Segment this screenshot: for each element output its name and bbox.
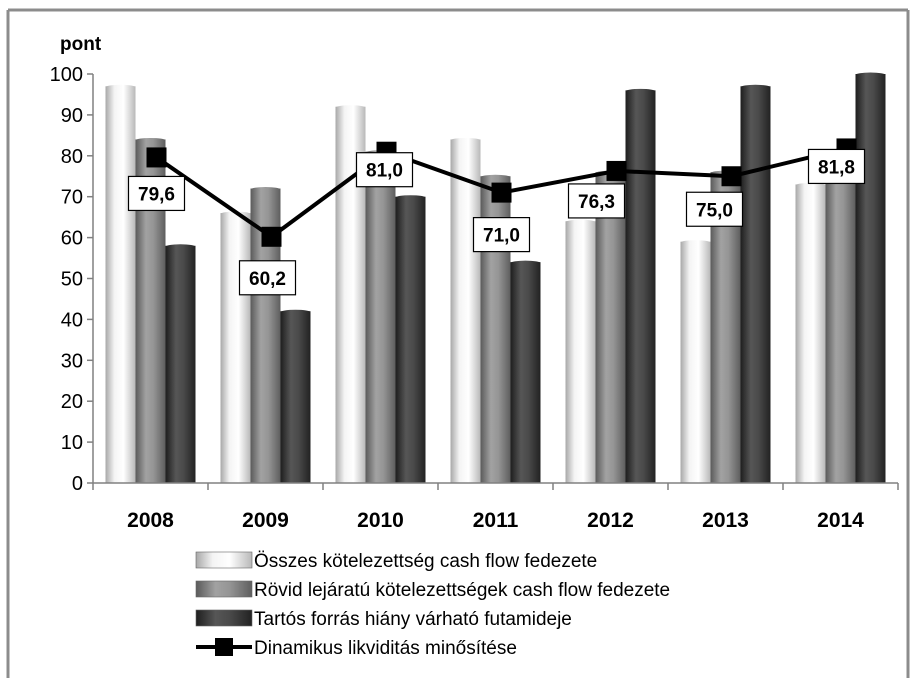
line-point <box>146 147 167 168</box>
data-label-box <box>472 217 531 253</box>
bar-cap <box>480 174 511 180</box>
bar-cap <box>855 72 886 78</box>
bar <box>855 74 886 483</box>
bar <box>740 86 771 484</box>
bar <box>595 172 626 483</box>
data-label: 79,6 <box>138 184 175 205</box>
x-tick-label: 2012 <box>587 509 634 532</box>
data-label-box <box>238 260 297 296</box>
data-label-box <box>567 183 626 219</box>
data-label: 76,3 <box>578 192 615 213</box>
bar-cap <box>680 240 711 246</box>
bar <box>365 151 396 483</box>
bar <box>565 221 596 484</box>
x-tick-label: 2011 <box>473 509 519 532</box>
data-label-box <box>807 148 866 185</box>
data-label-box <box>355 152 414 188</box>
bar-cap <box>250 187 281 193</box>
legend-label: Tartós forrás hiány várható futamideje <box>254 609 572 630</box>
bar-cap <box>280 309 311 315</box>
legend-label: Dinamikus likviditás minősítése <box>254 638 517 659</box>
y-tick-label: 70 <box>61 187 83 209</box>
bar <box>165 245 196 483</box>
bar <box>105 86 136 484</box>
bar <box>280 311 311 483</box>
bar-cap <box>105 84 136 90</box>
x-tick-label: 2008 <box>127 509 174 532</box>
bar <box>795 184 826 483</box>
bar-cap <box>510 260 541 266</box>
line-point <box>491 182 512 203</box>
data-label: 71,0 <box>483 226 520 247</box>
y-tick-label: 20 <box>61 391 83 413</box>
x-tick-label: 2010 <box>357 509 404 532</box>
y-tick-label: 10 <box>61 432 83 454</box>
y-tick-label: 100 <box>50 64 83 86</box>
y-tick-label: 80 <box>61 146 83 168</box>
legend-label: Összes kötelezettség cash flow fedezete <box>254 551 597 572</box>
bar <box>510 262 541 483</box>
bar <box>680 241 711 483</box>
x-tick-label: 2009 <box>242 509 289 532</box>
y-tick-label: 30 <box>61 350 83 372</box>
line-point <box>606 160 627 181</box>
y-tick-label: 90 <box>61 105 83 127</box>
bar-cap <box>565 219 596 225</box>
bar <box>220 213 251 483</box>
bar-cap <box>395 195 426 201</box>
data-label-box <box>685 191 744 227</box>
y-tick-label: 40 <box>61 309 83 331</box>
legend-marker <box>215 638 233 656</box>
x-tick-label: 2013 <box>702 509 749 532</box>
bar-cap <box>625 88 656 94</box>
bar-cap <box>450 137 481 143</box>
legend-swatch <box>195 609 253 627</box>
y-axis-title: pont <box>60 34 102 55</box>
data-label-box <box>127 175 186 212</box>
data-label: 81,0 <box>366 161 403 182</box>
bar-cap <box>165 244 196 250</box>
data-label: 75,0 <box>696 200 733 221</box>
y-tick-label: 0 <box>72 473 83 495</box>
line-point <box>261 226 282 247</box>
line-point <box>721 166 742 187</box>
data-label: 60,2 <box>249 269 286 290</box>
bar <box>625 90 656 484</box>
bar <box>825 155 856 484</box>
data-label: 81,8 <box>818 157 855 178</box>
legend-swatch <box>195 580 253 598</box>
bar-cap <box>135 137 166 143</box>
legend-label: Rövid lejáratú kötelezettségek cash flow… <box>254 580 670 601</box>
bar-cap <box>335 105 366 111</box>
bar <box>450 139 481 483</box>
x-tick-label: 2014 <box>817 509 864 532</box>
legend-swatch <box>195 551 253 569</box>
bar-cap <box>795 182 826 188</box>
bar <box>395 196 426 483</box>
y-tick-label: 60 <box>61 228 83 250</box>
y-tick-label: 50 <box>61 269 83 291</box>
bar-cap <box>740 84 771 90</box>
